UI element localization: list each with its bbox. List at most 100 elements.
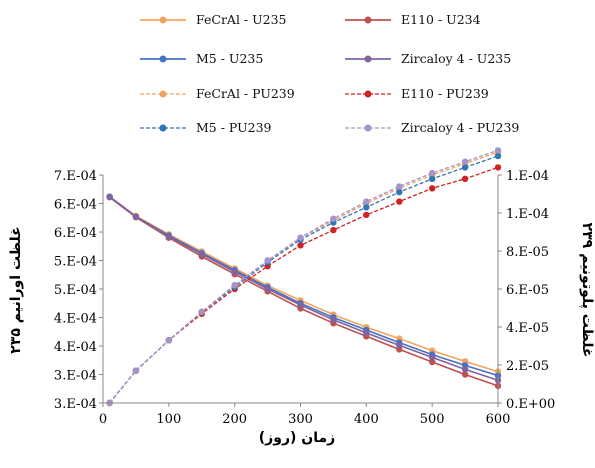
y-right-tick-label: 6.E-05 (506, 283, 549, 298)
data-point (396, 198, 403, 205)
legend-swatch-marker (364, 16, 372, 24)
y-left-tick-label: 5.E-04 (54, 283, 97, 298)
data-point (396, 183, 403, 190)
series-e110-u234 (106, 194, 502, 390)
legend-swatch-marker (159, 124, 167, 132)
legend-swatch-marker (159, 16, 167, 24)
legend-label: E110 - PU239 (401, 86, 489, 101)
data-point (132, 213, 140, 220)
y-right-tick-label: 2.E-05 (506, 359, 549, 374)
legend-entry: M5 - PU239 (140, 120, 272, 135)
series-zircaloy-4-u235 (106, 193, 502, 384)
data-point (363, 204, 370, 211)
data-point (198, 251, 205, 258)
data-point (363, 329, 370, 337)
legend-swatch-marker (159, 90, 167, 98)
data-point (429, 354, 436, 361)
legend: FeCrAl - U235 E110 - U234 M5 - U235 Zircalo… (140, 12, 519, 135)
legend-label: M5 - PU239 (196, 120, 272, 135)
series-line (109, 196, 499, 377)
y-right-tick-label: 4.E-05 (506, 321, 549, 336)
y-left-tick-label: 4.E-04 (54, 340, 97, 355)
legend-entry: Zircaloy 4 - PU239 (345, 120, 519, 135)
legend-swatch-marker (159, 55, 167, 63)
data-point (297, 242, 304, 249)
series-line (109, 155, 499, 404)
data-point (132, 367, 140, 374)
series-m5-pu239 (106, 152, 502, 407)
data-point (264, 285, 271, 293)
y-left-tick-label: 6.E-04 (54, 226, 97, 241)
legend-entry: Zircaloy 4 - U235 (345, 51, 511, 66)
data-point (429, 175, 436, 182)
plot-area (106, 147, 502, 407)
data-point (198, 308, 205, 315)
y-left-tick-label: 7.E-04 (54, 169, 97, 184)
data-point (429, 185, 436, 192)
y-left-tick-label: 6.E-04 (54, 198, 97, 213)
data-point (429, 358, 436, 366)
data-point (165, 233, 172, 240)
x-axis-title: زمان (روز) (259, 430, 335, 446)
data-point (429, 169, 436, 177)
data-point (330, 215, 337, 222)
x-tick-label: 0 (99, 412, 107, 427)
x-tick-label: 600 (486, 412, 511, 427)
data-point (494, 152, 502, 160)
data-point (461, 366, 469, 373)
y-right-tick-label: 8.E-05 (506, 245, 549, 260)
legend-swatch-marker (364, 90, 372, 98)
legend-label: M5 - U235 (196, 51, 263, 66)
series-fecral-u235 (106, 193, 502, 375)
y-right-tick-label: 0.E+00 (506, 397, 555, 412)
data-point (461, 158, 469, 165)
legend-label: FeCrAl - PU239 (196, 86, 295, 101)
legend-swatch-marker (364, 55, 372, 63)
x-tick-label: 200 (222, 412, 247, 427)
data-point (231, 282, 238, 289)
y-left-tick-label: 5.E-04 (54, 255, 97, 270)
y-left-tick-label: 3.E-04 (54, 397, 97, 412)
data-point (297, 234, 304, 241)
data-point (264, 257, 271, 264)
series-zircaloy-4-pu239 (106, 147, 502, 407)
legend-label: E110 - U234 (401, 12, 481, 27)
data-point (461, 175, 469, 182)
data-point (363, 211, 370, 219)
series-line (109, 166, 499, 404)
x-tick-label: 300 (288, 412, 313, 427)
y-right-tick-label: 1.E-04 (506, 207, 549, 222)
data-point (494, 164, 502, 171)
series-line (109, 196, 499, 373)
data-point (363, 198, 370, 205)
y-right-tick-label: 1.E-04 (506, 169, 549, 184)
legend-entry: E110 - U234 (345, 12, 481, 27)
x-tick-label: 500 (420, 412, 445, 427)
x-tick-label: 100 (156, 412, 181, 427)
data-point (231, 268, 238, 276)
data-point (330, 226, 337, 234)
series-e110-pu239 (106, 164, 502, 407)
data-point (297, 301, 304, 309)
legend-entry: E110 - PU239 (345, 86, 489, 101)
legend-label: Zircaloy 4 - U235 (401, 51, 511, 66)
data-point (396, 342, 403, 349)
legend-entry: FeCrAl - PU239 (140, 86, 295, 101)
y-axis-right-title: غلظت پلوتونیم ۲۳۹ (579, 223, 595, 358)
data-point (165, 337, 172, 344)
data-point (106, 193, 113, 200)
data-point (461, 371, 469, 378)
data-point (494, 147, 502, 154)
legend-entry: FeCrAl - U235 (140, 12, 287, 27)
y-left-tick-label: 3.E-04 (54, 369, 97, 384)
legend-label: Zircaloy 4 - PU239 (401, 120, 519, 135)
x-tick-label: 400 (354, 412, 379, 427)
y-left-tick-label: 4.E-04 (54, 312, 97, 327)
legend-label: FeCrAl - U235 (196, 12, 287, 27)
data-point (396, 188, 403, 196)
y-axis-left-title: غلظت اورانیم ۲۳۵ (8, 226, 24, 353)
series-fecral-pu239 (106, 149, 502, 407)
legend-entry: M5 - U235 (140, 51, 263, 66)
data-point (330, 316, 337, 323)
